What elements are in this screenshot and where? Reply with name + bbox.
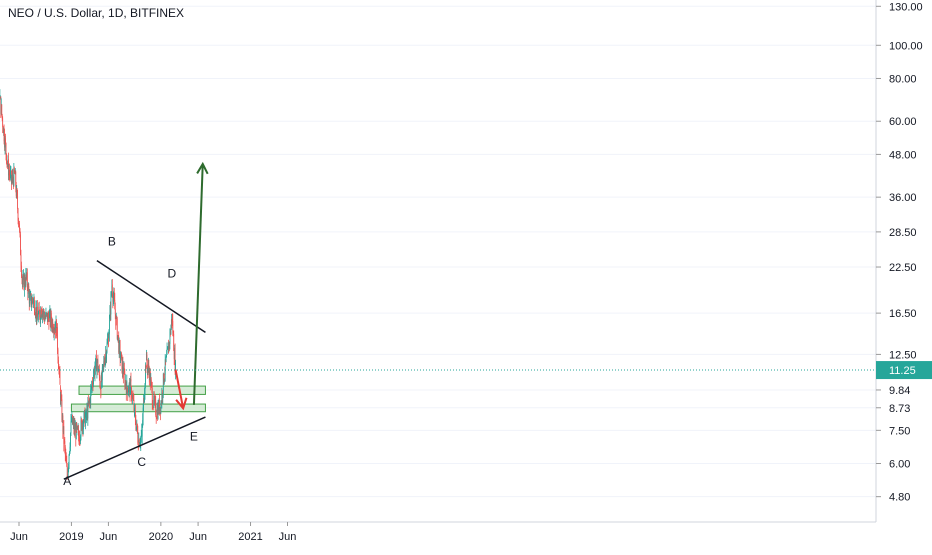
candle-body xyxy=(131,379,132,381)
candle-body xyxy=(128,392,129,395)
support-zone xyxy=(71,404,205,412)
grid xyxy=(0,6,876,496)
candle-body xyxy=(60,371,61,384)
candle-body xyxy=(153,408,154,409)
candle-body xyxy=(2,118,3,127)
chart-title: NEO / U.S. Dollar, 1D, BITFINEX xyxy=(8,6,184,20)
point-label-A: A xyxy=(63,474,71,488)
x-tick-label: 2019 xyxy=(59,531,83,543)
candle-body xyxy=(81,420,82,436)
candle-body xyxy=(85,416,86,426)
x-tick-label: Jun xyxy=(100,531,118,543)
candle-body xyxy=(166,355,167,357)
candle-body xyxy=(18,221,19,223)
candle-body xyxy=(107,342,108,352)
candle-body xyxy=(156,418,157,419)
x-tick-label: 2020 xyxy=(149,531,173,543)
candle-body xyxy=(146,366,147,367)
y-tick-label: 36.00 xyxy=(889,192,917,204)
candle-body xyxy=(57,327,58,349)
y-tick-label: 48.00 xyxy=(889,149,917,161)
point-label-E: E xyxy=(190,430,198,444)
candle-body xyxy=(95,359,96,369)
candle-body xyxy=(109,318,110,334)
time-axis-bg xyxy=(0,522,876,550)
candle-body xyxy=(6,143,7,154)
price-axis: 130.00 100.00 80.00 60.00 48.00 36.00 28.50 22.… xyxy=(876,0,932,550)
y-tick-label: 100.00 xyxy=(889,40,923,52)
candle-body xyxy=(100,389,101,397)
y-tick-label: 8.73 xyxy=(889,403,910,415)
candle-body xyxy=(121,353,122,354)
candle-body xyxy=(17,196,18,209)
last-price-label: 11.25 xyxy=(889,365,916,377)
arrow-bullish-shaft xyxy=(194,164,203,405)
point-label-B: B xyxy=(108,235,116,249)
candle-body xyxy=(71,421,72,433)
y-tick-label: 12.50 xyxy=(889,349,917,361)
x-tick-label: Jun xyxy=(10,531,28,543)
x-tick-label: Jun xyxy=(189,531,207,543)
candle-body xyxy=(108,338,109,346)
y-tick-label: 7.50 xyxy=(889,425,910,437)
y-tick-label: 4.80 xyxy=(889,492,910,504)
candle-body xyxy=(56,320,57,336)
y-tick-label: 28.50 xyxy=(889,227,917,239)
y-tick-label: 22.50 xyxy=(889,262,917,274)
candle-body xyxy=(115,309,116,314)
y-tick-label: 9.84 xyxy=(889,385,910,397)
candle-body xyxy=(48,318,49,327)
time-axis: Jun 2019 Jun 2020 Jun 2021 Jun xyxy=(0,522,876,550)
y-tick-label: 6.00 xyxy=(889,459,910,471)
trend-lines xyxy=(64,261,206,480)
candle-body xyxy=(110,294,111,315)
candle-body xyxy=(1,104,2,114)
y-tick-label: 16.50 xyxy=(889,308,917,320)
candle-body xyxy=(6,154,7,163)
y-tick-label: 80.00 xyxy=(889,73,917,85)
candle-body xyxy=(33,299,34,304)
candle-body xyxy=(5,138,6,143)
point-label-C: C xyxy=(137,455,146,469)
arrows xyxy=(176,164,208,408)
support-zone xyxy=(79,386,205,394)
point-label-D: D xyxy=(168,266,177,280)
y-tick-label: 60.00 xyxy=(889,116,917,128)
x-tick-label: Jun xyxy=(279,531,297,543)
x-tick-label: 2021 xyxy=(238,531,262,543)
candle-body xyxy=(69,455,70,464)
y-tick-label: 130.00 xyxy=(889,1,923,13)
